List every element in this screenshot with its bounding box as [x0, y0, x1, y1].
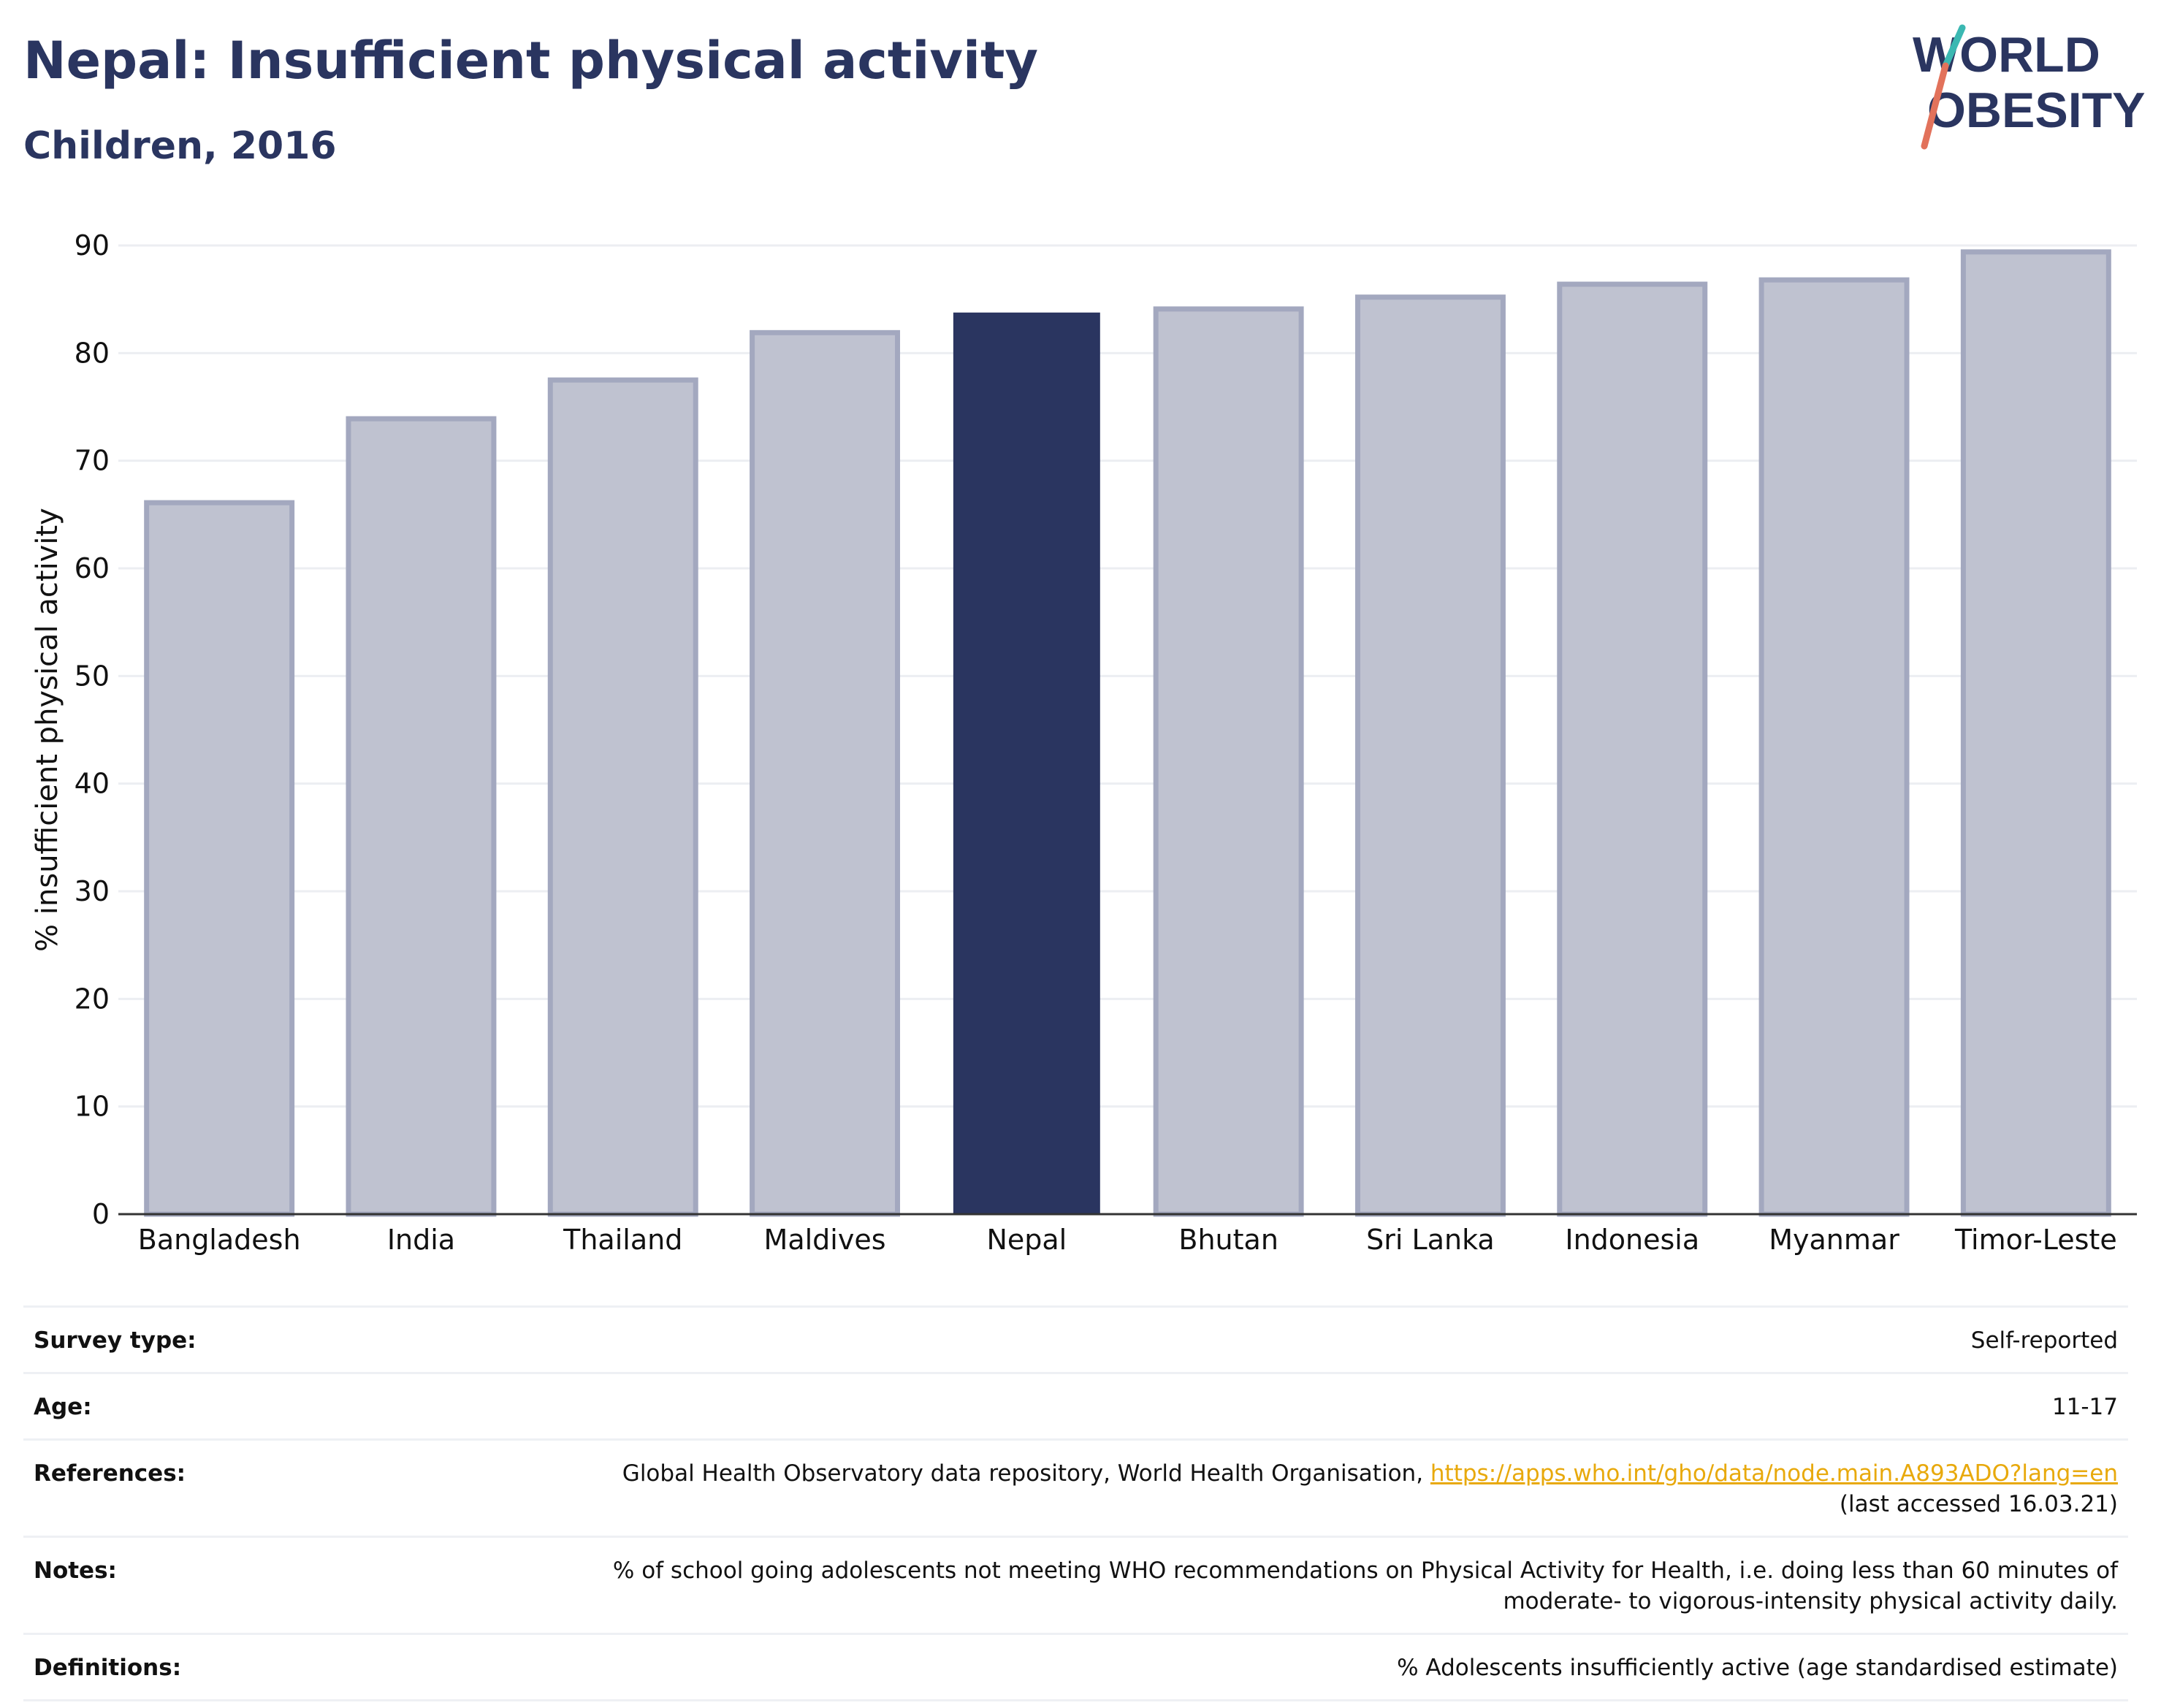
info-row-age: Age: 11-17 [23, 1374, 2128, 1441]
x-tick-label: Indonesia [1565, 1224, 1699, 1256]
x-tick-label: Bhutan [1178, 1224, 1278, 1256]
bar [144, 500, 295, 1217]
survey-type-value: Self-reported [1970, 1327, 2118, 1354]
definitions-value: % Adolescents insufficiently active (age… [1397, 1655, 2118, 1681]
bar [1960, 249, 2111, 1217]
bar [1758, 277, 1910, 1217]
x-tick-label: Thailand [563, 1224, 682, 1256]
bar [1557, 281, 1708, 1217]
definitions-label: Definitions: [34, 1655, 182, 1681]
info-row-references: References: Global Health Observatory da… [23, 1441, 2128, 1538]
x-tick-label: Sri Lanka [1366, 1224, 1495, 1256]
age-value: 11-17 [2051, 1394, 2118, 1420]
x-tick-label: Maldives [764, 1224, 886, 1256]
page-subtitle: Children, 2016 [23, 124, 337, 168]
y-tick-label: 90 [75, 229, 110, 262]
y-tick-label: 0 [92, 1198, 110, 1230]
info-row-definitions: Definitions: % Adolescents insufficientl… [23, 1635, 2128, 1701]
x-tick-label: Myanmar [1769, 1224, 1899, 1256]
references-text: Global Health Observatory data repositor… [622, 1460, 1430, 1487]
y-tick-label: 80 [75, 337, 110, 369]
x-tick-label: Nepal [986, 1224, 1067, 1256]
age-label: Age: [34, 1394, 92, 1420]
y-tick-label: 40 [75, 768, 110, 800]
survey-type-label: Survey type: [34, 1327, 197, 1354]
bar [346, 416, 497, 1217]
y-tick-label: 30 [75, 875, 110, 907]
y-tick-label: 20 [75, 983, 110, 1015]
notes-label: Notes: [34, 1558, 117, 1584]
info-row-notes: Notes: % of school going adolescents not… [23, 1538, 2128, 1635]
y-tick-label: 50 [75, 660, 110, 692]
logo-slash-bottom [1921, 62, 1949, 150]
notes-line-2: moderate- to vigorous-intensity physical… [1503, 1588, 2118, 1614]
bar-highlight [953, 312, 1100, 1216]
x-tick-label: Timor-Leste [1954, 1224, 2117, 1256]
references-accessed: (last accessed 16.03.21) [1839, 1491, 2118, 1517]
logo-text-obesity: OBESITY [1927, 83, 2146, 138]
notes-value: % of school going adolescents not meetin… [613, 1555, 2118, 1617]
y-tick-label: 60 [75, 552, 110, 584]
bar [750, 329, 901, 1217]
logo-slash-top [1942, 24, 1966, 69]
y-tick-label: 70 [75, 445, 110, 477]
info-row-survey-type: Survey type: Self-reported [23, 1308, 2128, 1374]
bar [1153, 306, 1304, 1217]
y-axis-label: % insufficient physical activity [31, 508, 64, 952]
references-link[interactable]: https://apps.who.int/gho/data/node.main.… [1430, 1460, 2118, 1487]
y-tick-label: 10 [75, 1091, 110, 1123]
bar [547, 377, 698, 1217]
bar-chart: 0 10 20 30 40 50 60 70 80 90 % insufficient physic… [31, 229, 2137, 1256]
page-title: Nepal: Insufficient physical activity [23, 31, 1039, 91]
notes-line-1: % of school going adolescents not meetin… [612, 1558, 2118, 1584]
references-label: References: [34, 1460, 186, 1487]
references-value: Global Health Observatory data repositor… [622, 1458, 2118, 1520]
world-obesity-logo: WORLD OBESITY [1913, 24, 2146, 150]
x-tick-label: India [387, 1224, 455, 1256]
info-table: Survey type: Self-reported Age: 11-17 Re… [23, 1305, 2128, 1701]
bar [1354, 294, 1506, 1217]
x-tick-label: Bangladesh [138, 1224, 301, 1256]
